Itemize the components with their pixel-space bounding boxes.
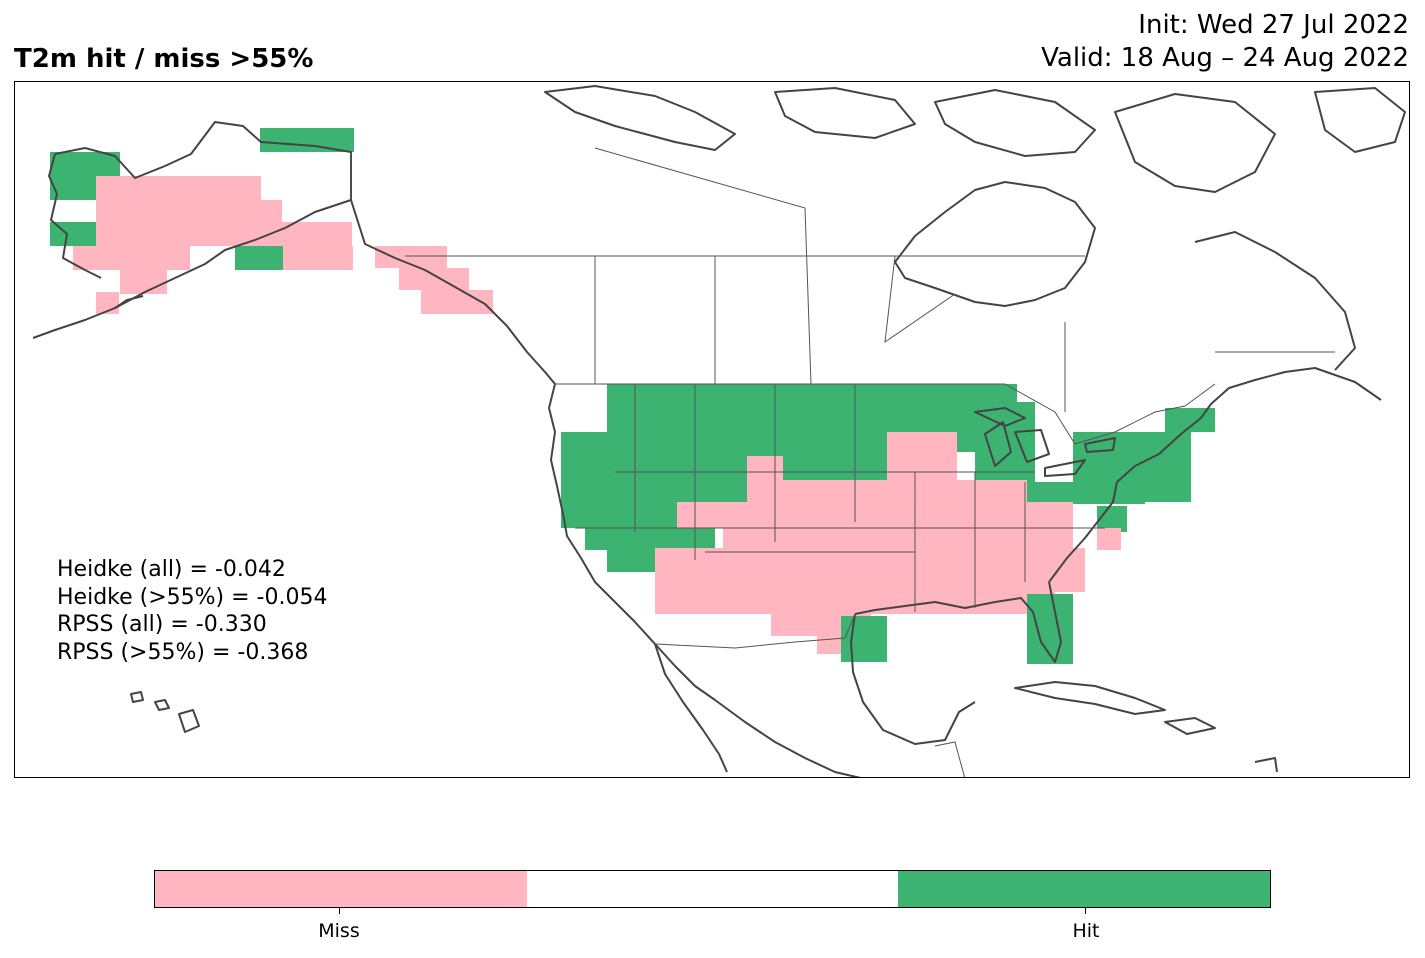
miss-cell-27 [887, 432, 957, 480]
hit-cell-20 [1073, 432, 1191, 482]
hit-cell-24 [607, 550, 655, 572]
political-borders [350, 147, 1335, 777]
miss-cell-8 [120, 270, 167, 294]
miss-tick [339, 908, 340, 914]
valid-period: Valid: 18 Aug – 24 Aug 2022 [1041, 43, 1409, 73]
hit-cell-23 [585, 528, 715, 550]
rpss-55: RPSS (>55%) = -0.368 [57, 639, 309, 665]
colorbar-miss-segment [155, 871, 527, 907]
hit-cell-10 [235, 246, 283, 270]
rpss-all: RPSS (all) = -0.330 [57, 612, 267, 637]
miss-cell-5 [96, 222, 352, 246]
heidke-all: Heidke (all) = -0.042 [57, 557, 286, 582]
miss-cell-30 [677, 502, 727, 528]
map-canvas [32, 85, 1406, 777]
miss-cell-36 [1097, 528, 1121, 550]
hit-cell-1 [50, 152, 120, 176]
hit-cell-15 [607, 384, 1017, 432]
colorbar [154, 870, 1271, 908]
hit-cell-22 [1025, 482, 1145, 504]
hit-cell-21 [1165, 408, 1215, 432]
miss-cell-11 [283, 246, 353, 270]
miss-cell-4 [96, 200, 282, 224]
map-title: T2m hit / miss >55% [14, 44, 314, 74]
miss-cell-7 [73, 246, 190, 270]
hit-cell-38 [1027, 594, 1073, 664]
miss-cell-31 [723, 502, 1073, 548]
hit-cell-26 [1141, 480, 1191, 502]
forecast-map [14, 81, 1410, 778]
hit-cell-2 [50, 176, 96, 200]
hit-cell-16 [561, 432, 931, 480]
miss-cell-12 [375, 246, 447, 268]
hit-label: Hit [1072, 920, 1100, 942]
miss-cell-3 [96, 176, 261, 200]
hit-cell-0 [260, 128, 354, 152]
colorbar-hit-segment [898, 871, 1271, 907]
miss-cell-35 [817, 636, 847, 654]
miss-cell-33 [655, 592, 1055, 614]
init-date: Init: Wed 27 Jul 2022 [1138, 10, 1409, 40]
miss-cell-13 [399, 268, 469, 290]
miss-cell-28 [747, 456, 783, 480]
hit-tick [1085, 908, 1086, 914]
colorbar-neutral-segment [526, 871, 899, 907]
heidke-55: Heidke (>55%) = -0.054 [57, 584, 328, 610]
hit-cell-37 [841, 616, 887, 662]
miss-cell-32 [655, 548, 1085, 592]
miss-label: Miss [318, 920, 360, 942]
skill-scores: Heidke (all) = -0.042 Heidke (>55%) = -0… [57, 556, 327, 666]
